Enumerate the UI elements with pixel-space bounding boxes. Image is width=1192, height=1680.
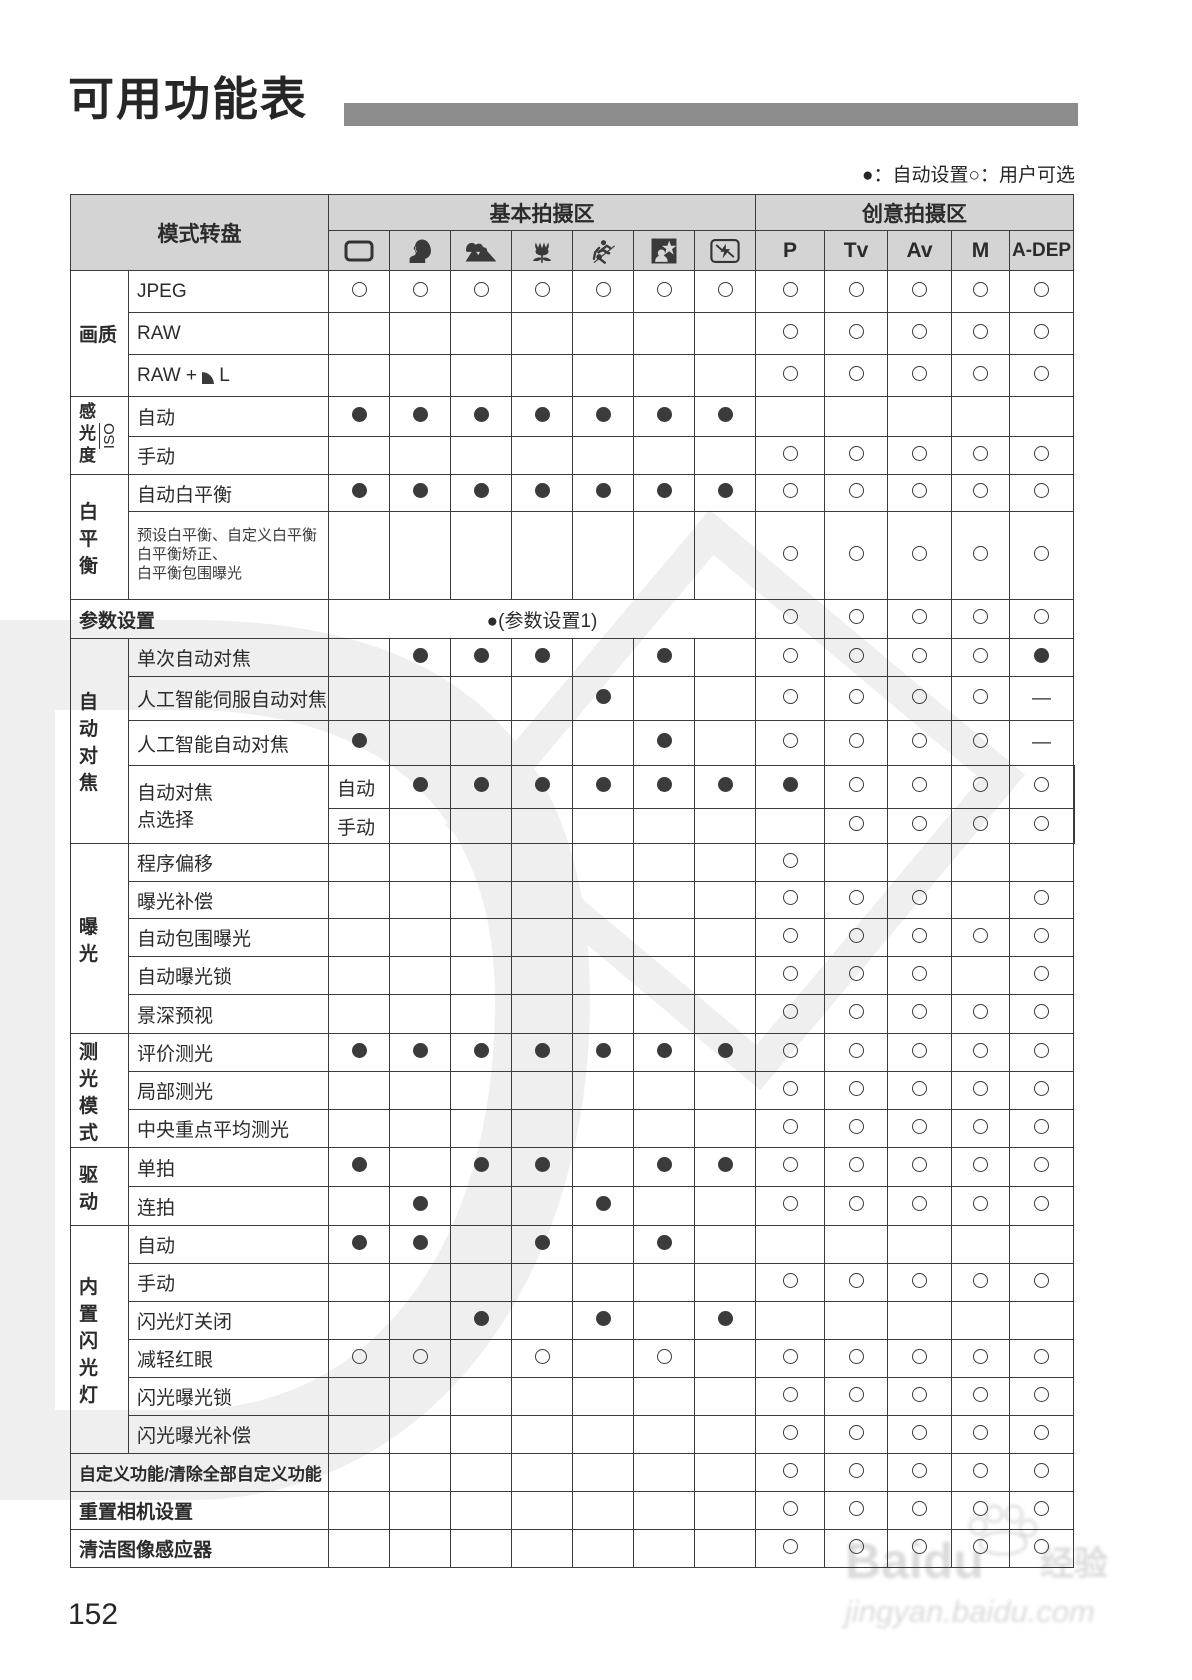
svg-text:jingyan.baidu.com: jingyan.baidu.com: [841, 1594, 1095, 1629]
